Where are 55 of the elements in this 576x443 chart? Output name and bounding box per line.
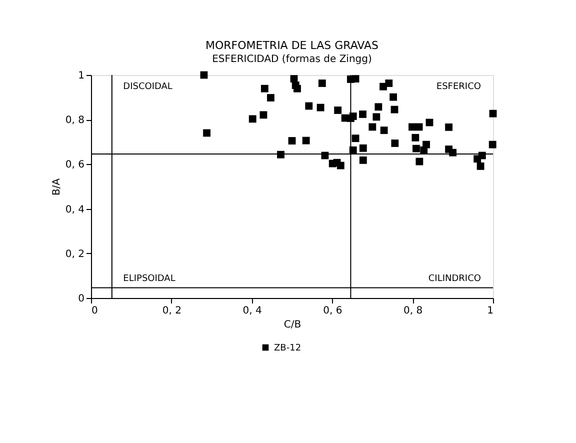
point	[416, 158, 424, 166]
point	[489, 110, 497, 118]
point	[359, 144, 367, 152]
point	[412, 144, 420, 152]
y-tick-label: 0, 2	[65, 248, 84, 260]
y-tick-label: 0, 6	[65, 160, 84, 171]
x-tick-label: 0, 6	[323, 306, 342, 316]
point	[318, 80, 326, 87]
point	[334, 106, 342, 114]
point	[316, 104, 324, 112]
point	[352, 75, 360, 82]
x-tick-label: 1	[487, 306, 494, 316]
point	[385, 80, 393, 87]
point	[422, 140, 430, 148]
y-tick-label: 0	[78, 294, 84, 304]
point	[390, 106, 398, 114]
point	[352, 134, 360, 142]
point	[374, 103, 382, 111]
chart-subtitle: ESFERICIDAD (formas de Zingg)	[212, 54, 372, 65]
y-tick-label: 1	[78, 70, 84, 82]
point	[359, 156, 367, 164]
point	[260, 111, 268, 119]
x-axis-title: C/B	[284, 320, 302, 330]
y-axis-title: B/A	[51, 178, 62, 196]
point	[288, 137, 296, 144]
point	[305, 102, 313, 110]
point	[302, 136, 310, 144]
point	[380, 126, 388, 134]
point	[391, 140, 399, 147]
point	[488, 140, 496, 148]
x-tick-label: 0, 2	[162, 306, 182, 316]
y-tick-label: 0, 4	[65, 204, 84, 216]
y-tick-label: 0, 8	[65, 115, 84, 126]
annotation: DISCOIDAL	[123, 82, 172, 92]
x-tick-label: 0, 4	[242, 306, 262, 316]
point	[368, 123, 376, 131]
point	[336, 162, 344, 170]
point	[359, 110, 366, 118]
point	[476, 162, 484, 170]
annotation: ESFERICO	[436, 82, 481, 92]
point	[372, 113, 380, 121]
annotation: ELIPSOIDAL	[123, 274, 176, 284]
point	[294, 84, 301, 92]
x-tick-label: 0, 8	[404, 306, 423, 316]
point	[203, 129, 210, 137]
point	[412, 134, 420, 142]
point	[260, 84, 268, 92]
annotation: CILINDRICO	[428, 274, 481, 284]
x-tick-label: 0	[92, 306, 98, 316]
legend-label: ZB-12	[274, 344, 302, 354]
point	[445, 123, 452, 131]
point	[248, 115, 256, 123]
point	[266, 94, 274, 102]
point	[390, 93, 398, 101]
chart-title: MORFOMETRIA DE LAS GRAVAS	[205, 39, 379, 52]
